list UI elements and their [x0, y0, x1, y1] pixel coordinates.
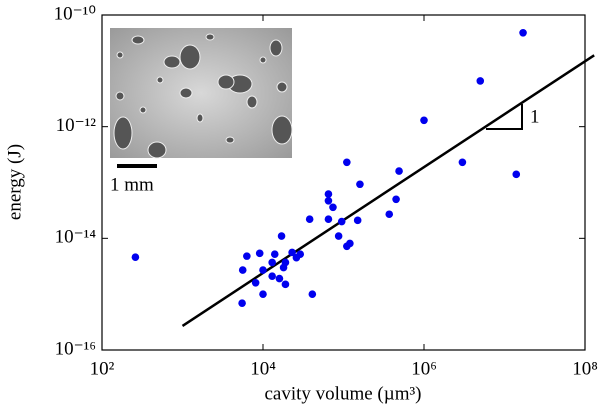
point [238, 299, 246, 307]
point [476, 77, 485, 85]
point [275, 274, 284, 283]
point [324, 197, 333, 205]
y-tick-label: 10⁻¹⁴ [55, 227, 97, 248]
point [243, 252, 251, 260]
point [324, 215, 333, 224]
plot-frame [101, 14, 586, 351]
point [512, 170, 521, 179]
point [279, 263, 288, 272]
x-tick-label: 10⁶ [411, 358, 437, 379]
point [131, 253, 140, 261]
point [337, 217, 346, 226]
x-tick-label: 10⁸ [572, 358, 598, 379]
y-tick-label: 10⁻¹⁰ [54, 3, 96, 24]
point [343, 242, 351, 251]
point [353, 216, 362, 225]
y-tick-label: 10⁻¹² [56, 115, 97, 136]
point [324, 190, 333, 198]
point [356, 180, 364, 189]
x-tick-label: 10² [90, 358, 115, 379]
point [458, 158, 467, 167]
point [251, 278, 260, 287]
x-axis-label: cavity volume (µm³) [265, 383, 422, 404]
point [392, 195, 400, 204]
point [277, 232, 286, 240]
point [395, 167, 403, 175]
point [329, 203, 337, 212]
point [519, 28, 527, 37]
slope-label: 1 [530, 106, 540, 127]
slope-triangle [486, 104, 523, 130]
point [308, 290, 317, 298]
point [255, 249, 264, 258]
point [343, 158, 351, 167]
point [259, 266, 267, 274]
point [385, 210, 394, 219]
x-tick-label: 10⁴ [250, 358, 276, 379]
point [238, 266, 247, 274]
point [281, 280, 290, 289]
point [268, 272, 276, 280]
y-tick-label: 10⁻¹⁶ [55, 338, 96, 359]
fit-line [181, 54, 595, 327]
y-axis-label: energy (J) [4, 144, 25, 220]
point [288, 248, 296, 257]
point [305, 215, 314, 224]
point [420, 116, 428, 125]
point [270, 250, 279, 258]
point [292, 253, 301, 262]
inset-photo [110, 28, 293, 159]
point [259, 290, 267, 298]
scale-label: 1 mm [110, 174, 154, 195]
point [334, 232, 343, 240]
point [268, 258, 276, 267]
